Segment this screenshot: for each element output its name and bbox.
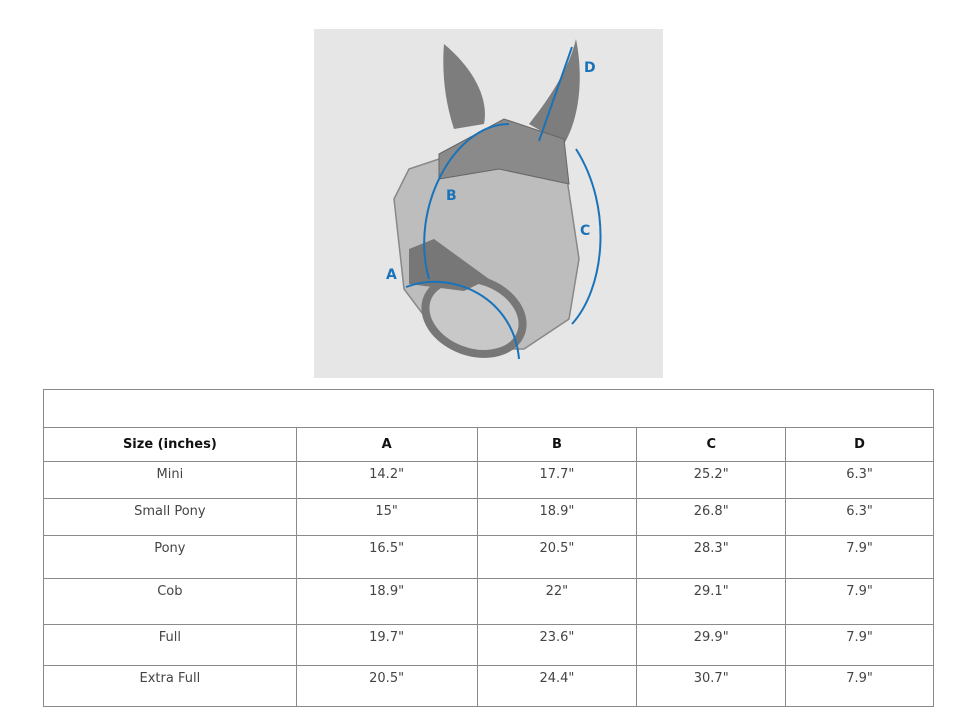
- table-row: Mini 14.2" 17.7" 25.2" 6.3": [43, 461, 934, 499]
- fly-mask-diagram: A B C D: [314, 29, 663, 378]
- measurement-cell: 18.9": [476, 498, 638, 536]
- right-ear: [529, 39, 580, 144]
- table-row: Small Pony 15" 18.9" 26.8" 6.3": [43, 498, 934, 536]
- left-ear: [443, 44, 485, 129]
- header-b: B: [476, 427, 638, 462]
- header-size: Size (inches): [43, 427, 297, 462]
- measurement-cell: 20.5": [295, 665, 478, 707]
- table-row: Cob 18.9" 22" 29.1" 7.9": [43, 578, 934, 625]
- label-a: A: [386, 267, 397, 283]
- measurement-cell: 25.2": [636, 461, 787, 499]
- measure-a: [405, 280, 520, 360]
- muzzle-opening: [421, 274, 527, 358]
- size-cell: Mini: [43, 461, 297, 499]
- measurement-cell: 17.7": [476, 461, 638, 499]
- measurement-cell: 16.5": [295, 535, 478, 579]
- measurement-cell: 24.4": [476, 665, 638, 707]
- measurement-cell: 22": [476, 578, 638, 625]
- label-d: D: [584, 60, 596, 76]
- table-row: Extra Full 20.5" 24.4" 30.7" 7.9": [43, 665, 934, 707]
- label-c: C: [580, 223, 590, 239]
- measurement-cell: 19.7": [295, 624, 478, 666]
- table-row: Full 19.7" 23.6" 29.9" 7.9": [43, 624, 934, 666]
- measurement-cell: 29.1": [636, 578, 787, 625]
- measurement-cell: 7.9": [785, 535, 934, 579]
- size-cell: Small Pony: [43, 498, 297, 536]
- measurement-cell: 20.5": [476, 535, 638, 579]
- table-row: Pony 16.5" 20.5" 28.3" 7.9": [43, 535, 934, 579]
- measurement-cell: 29.9": [636, 624, 787, 666]
- measurement-cell: 7.9": [785, 665, 934, 707]
- size-cell: Pony: [43, 535, 297, 579]
- table-caption-row: [43, 389, 934, 428]
- size-cell: Cob: [43, 578, 297, 625]
- header-d: D: [785, 427, 934, 462]
- measurement-cell: 26.8": [636, 498, 787, 536]
- label-b: B: [446, 188, 457, 204]
- size-cell: Full: [43, 624, 297, 666]
- header-a: A: [295, 427, 478, 462]
- measure-b: [423, 123, 510, 280]
- measurement-cell: 14.2": [295, 461, 478, 499]
- measure-c: [571, 148, 602, 325]
- measurement-cell: 7.9": [785, 624, 934, 666]
- measurement-cell: 7.9": [785, 578, 934, 625]
- size-chart-table: Size (inches) A B C D Mini 14.2" 17.7" 25.2…: [43, 389, 934, 707]
- measurement-cell: 18.9": [295, 578, 478, 625]
- measure-d: [538, 46, 573, 142]
- measurement-cell: 23.6": [476, 624, 638, 666]
- measurement-cell: 28.3": [636, 535, 787, 579]
- measurement-cell: 30.7": [636, 665, 787, 707]
- header-c: C: [636, 427, 787, 462]
- measurement-cell: 15": [295, 498, 478, 536]
- measurement-cell: 6.3": [785, 498, 934, 536]
- measurement-cell: 6.3": [785, 461, 934, 499]
- table-header-row: Size (inches) A B C D: [43, 427, 934, 462]
- size-cell: Extra Full: [43, 665, 297, 707]
